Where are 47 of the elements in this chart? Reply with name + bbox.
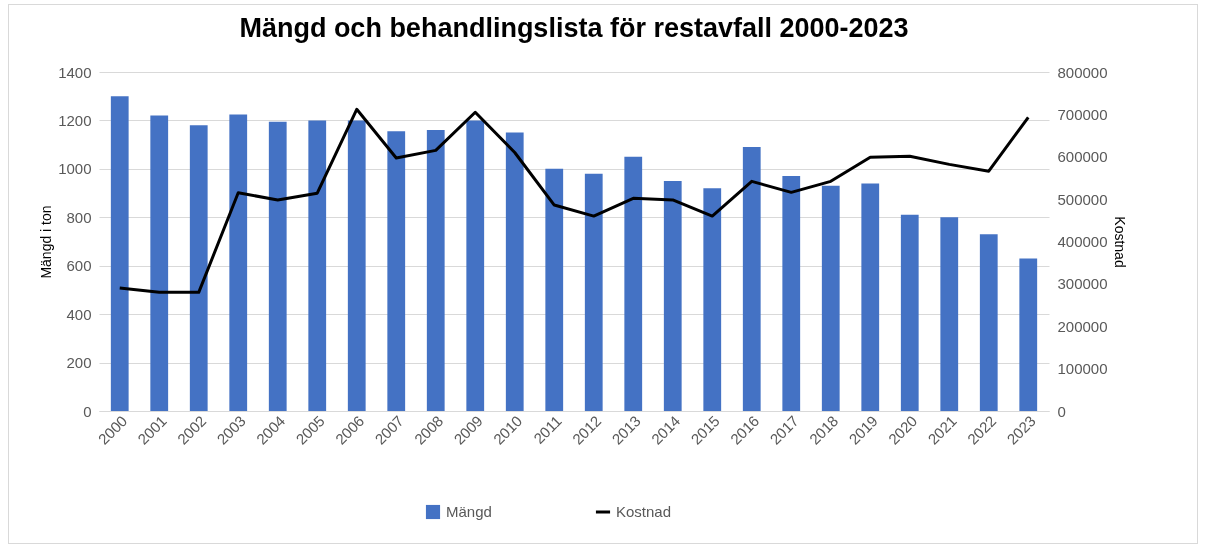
y-tick-label: 1200 bbox=[58, 111, 92, 129]
y-tick-label: 800 bbox=[66, 208, 92, 226]
legend-label: Kostnad bbox=[616, 503, 672, 520]
y2-tick-label: 700000 bbox=[1057, 105, 1108, 123]
y2-tick-label: 500000 bbox=[1057, 190, 1108, 208]
bar bbox=[624, 156, 643, 411]
bar bbox=[979, 234, 998, 411]
bar bbox=[742, 147, 761, 411]
chart-title: Mängd och behandlingslista för restavfall 2000-2023 bbox=[239, 13, 909, 43]
y2-tick-label: 300000 bbox=[1057, 275, 1108, 293]
bar bbox=[150, 115, 169, 411]
bar bbox=[900, 214, 919, 411]
y2-tick-label: 200000 bbox=[1057, 317, 1108, 335]
y2-tick-label: 100000 bbox=[1057, 360, 1108, 378]
bar bbox=[1019, 258, 1038, 411]
bar bbox=[861, 183, 880, 411]
bar bbox=[268, 121, 287, 411]
y2-tick-label: 400000 bbox=[1057, 233, 1108, 250]
bar bbox=[545, 168, 564, 411]
y-tick-label: 400 bbox=[66, 305, 92, 323]
bar bbox=[703, 188, 722, 411]
bar bbox=[584, 173, 603, 411]
y-tick-label: 600 bbox=[66, 257, 92, 275]
y2-axis-title: Kostnad bbox=[1111, 216, 1128, 268]
y-tick-label: 1000 bbox=[58, 160, 92, 178]
bar bbox=[110, 96, 129, 411]
bar bbox=[387, 131, 406, 411]
y2-tick-label: 800000 bbox=[1057, 63, 1108, 81]
line-series bbox=[118, 107, 1030, 294]
bar bbox=[189, 125, 208, 411]
legend-label: Mängd bbox=[446, 503, 492, 520]
bar bbox=[308, 120, 327, 411]
y-tick-label: 0 bbox=[83, 402, 92, 420]
y-tick-label: 1400 bbox=[58, 63, 92, 81]
y2-tick-label: 600000 bbox=[1057, 148, 1108, 166]
bar bbox=[663, 180, 682, 411]
bar bbox=[940, 217, 959, 411]
bar bbox=[505, 132, 524, 411]
bar bbox=[466, 120, 485, 411]
bar bbox=[347, 120, 366, 411]
bar bbox=[821, 185, 840, 411]
bar bbox=[426, 130, 445, 411]
y-tick-label: 200 bbox=[66, 354, 92, 372]
y2-tick-label: 0 bbox=[1057, 402, 1066, 420]
bar bbox=[782, 176, 801, 411]
y-axis-title: Mängd i ton bbox=[38, 205, 55, 279]
bar bbox=[229, 114, 248, 411]
